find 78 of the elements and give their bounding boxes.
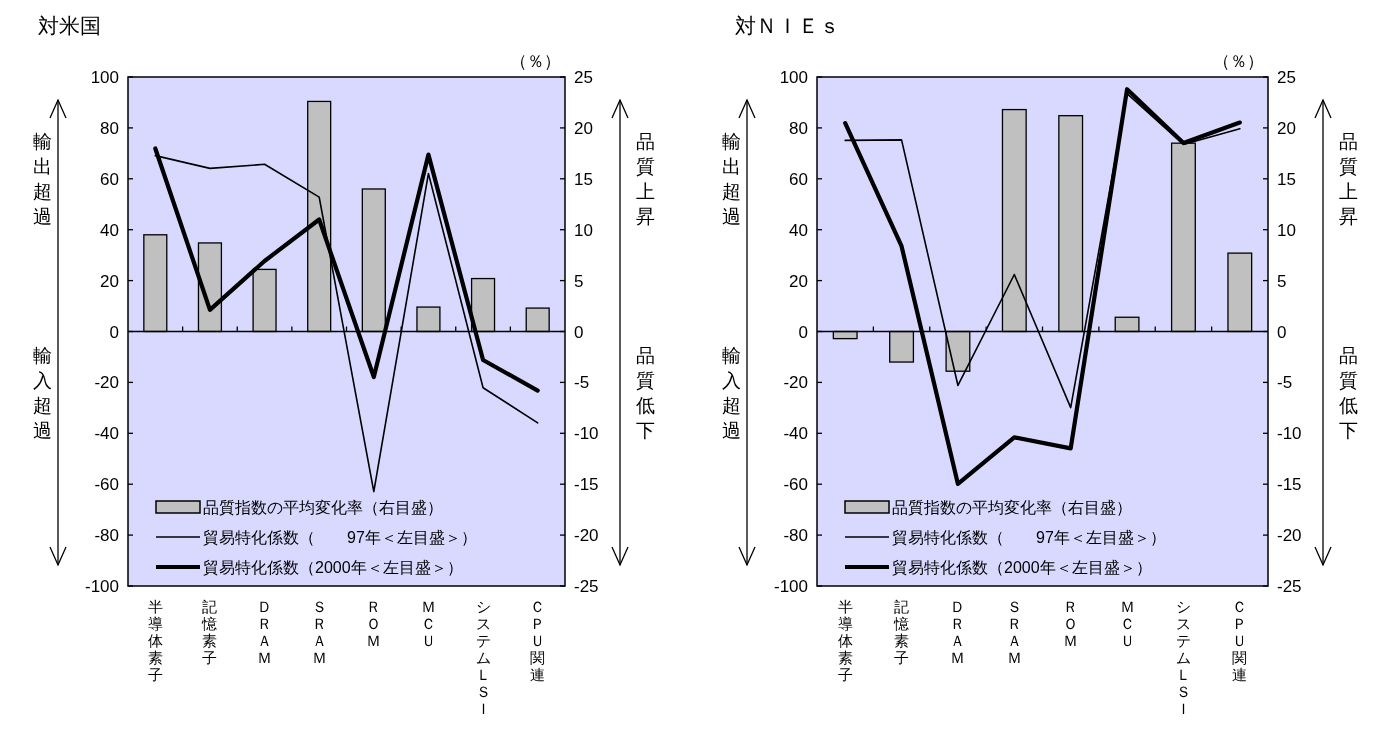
- text: 品質上昇: [1338, 131, 1358, 227]
- x-tick-label: 半導体素子: [837, 598, 853, 683]
- y2-tick-label: -25: [574, 577, 599, 596]
- text: 輸入超過: [721, 345, 741, 441]
- legend-label: 貿易特化係数（ 97年＜左目盛＞）: [203, 529, 477, 546]
- y-tick-label: 20: [789, 271, 808, 291]
- x-tick-label: 記憶素子: [893, 598, 910, 666]
- y2-tick-label: 25: [574, 68, 593, 87]
- text: 品質低下: [1338, 345, 1358, 441]
- text: 品質上昇: [635, 131, 655, 227]
- text: 品質低下: [635, 345, 655, 441]
- y-tick-label: 100: [90, 68, 119, 87]
- text: 輸出超過: [32, 131, 52, 227]
- x-tick-label: 記憶素子: [201, 598, 218, 666]
- y-tick-label: -80: [94, 526, 119, 546]
- legend-label: 品質指数の平均変化率（右目盛）: [203, 499, 443, 516]
- y-tick-label: 100: [779, 68, 808, 87]
- y-tick-label: 0: [109, 322, 119, 342]
- y2-tick-label: -5: [1277, 373, 1293, 393]
- y2-tick-label: -25: [1277, 577, 1302, 596]
- y2-tick-label: 15: [1277, 169, 1296, 189]
- text: （％）: [1213, 52, 1264, 71]
- y2-tick-label: 5: [1277, 271, 1287, 291]
- legend-label: 貿易特化係数（2000年＜左目盛＞）: [203, 559, 463, 576]
- legend-label: 貿易特化係数（2000年＜左目盛＞）: [892, 559, 1152, 576]
- y2-tick-label: -10: [1277, 424, 1302, 444]
- y-tick-label: -60: [783, 475, 808, 495]
- y2-tick-label: -15: [574, 475, 599, 495]
- y2-tick-label: -5: [574, 373, 590, 393]
- y-tick-label: -40: [783, 424, 808, 444]
- x-tick-label: 半導体素子: [147, 598, 163, 683]
- y-tick-label: -40: [94, 424, 119, 444]
- y2-tick-label: -20: [574, 526, 599, 546]
- y2-tick-label: 20: [574, 118, 593, 138]
- x-tick-label: ＳＲＡＭ: [311, 598, 327, 666]
- y-tick-label: -100: [84, 577, 119, 596]
- y-tick-label: -60: [94, 475, 119, 495]
- chart-title: 対ＮＩＥｓ: [735, 14, 840, 37]
- y2-tick-label: -10: [574, 424, 599, 444]
- text: 輸出超過: [721, 131, 741, 227]
- x-tick-label: ＣＰＵ関連: [530, 598, 546, 683]
- text: （％）: [510, 52, 561, 71]
- y2-tick-label: 5: [574, 271, 584, 291]
- y-tick-label: 80: [789, 118, 808, 138]
- x-tick-label: ＲＯＭ: [366, 598, 382, 649]
- y2-tick-label: -20: [1277, 526, 1302, 546]
- chart-title: 対米国: [38, 14, 101, 37]
- x-tick-label: ＳＲＡＭ: [1006, 598, 1022, 666]
- y2-tick-label: 10: [574, 220, 593, 240]
- y-tick-label: 40: [789, 220, 808, 240]
- y2-tick-label: 25: [1277, 68, 1296, 87]
- y-tick-label: -20: [94, 373, 119, 393]
- y2-tick-label: 20: [1277, 118, 1296, 138]
- x-tick-label: システムＬＳＩ: [1175, 598, 1191, 717]
- x-tick-label: ＭＣＵ: [420, 598, 436, 649]
- legend-label: 品質指数の平均変化率（右目盛）: [892, 499, 1132, 516]
- y2-tick-label: 0: [1277, 322, 1287, 342]
- y-tick-label: -80: [783, 526, 808, 546]
- x-tick-label: ＤＲＡＭ: [950, 598, 966, 666]
- y-tick-label: 60: [100, 169, 119, 189]
- x-tick-label: システムＬＳＩ: [475, 598, 491, 717]
- x-tick-label: ＣＰＵ関連: [1232, 598, 1248, 683]
- y2-tick-label: 0: [574, 322, 584, 342]
- y-tick-label: -20: [783, 373, 808, 393]
- x-tick-label: ＲＯＭ: [1063, 598, 1079, 649]
- y-tick-label: 60: [789, 169, 808, 189]
- x-tick-label: ＭＣＵ: [1119, 598, 1135, 649]
- legend-label: 貿易特化係数（ 97年＜左目盛＞）: [892, 529, 1166, 546]
- y2-tick-label: 10: [1277, 220, 1296, 240]
- x-tick-label: ＤＲＡＭ: [257, 598, 273, 666]
- y-tick-label: 40: [100, 220, 119, 240]
- y-tick-label: 0: [798, 322, 808, 342]
- y-tick-label: -100: [773, 577, 808, 596]
- y2-tick-label: -15: [1277, 475, 1302, 495]
- y-tick-label: 80: [100, 118, 119, 138]
- y2-tick-label: 15: [574, 169, 593, 189]
- text: 輸入超過: [32, 345, 52, 441]
- y-tick-label: 20: [100, 271, 119, 291]
